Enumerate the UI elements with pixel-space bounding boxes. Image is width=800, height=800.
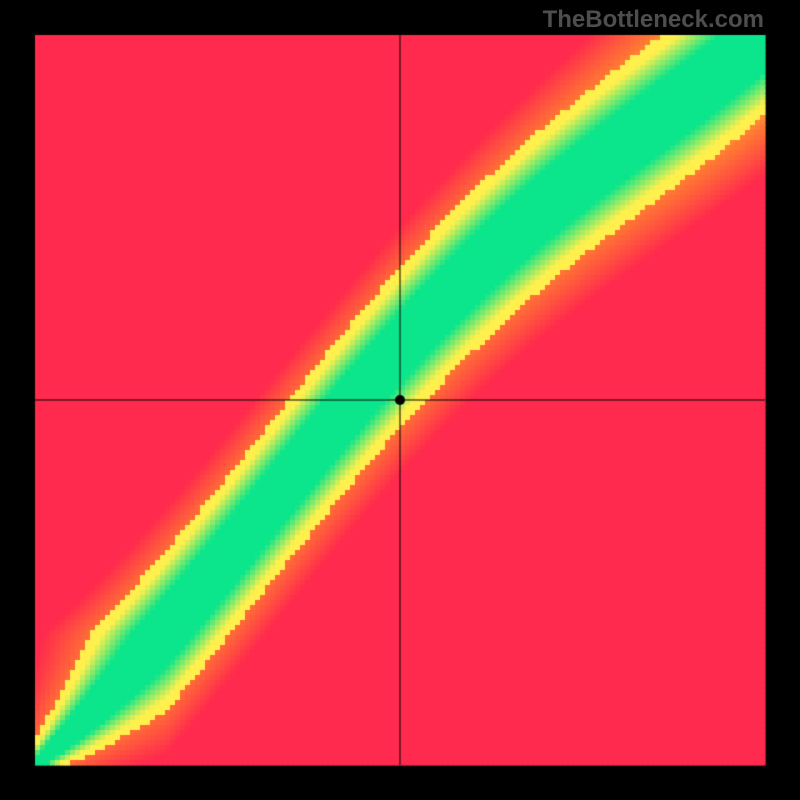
heatmap-plot — [0, 0, 800, 800]
watermark-text: TheBottleneck.com — [543, 6, 764, 34]
